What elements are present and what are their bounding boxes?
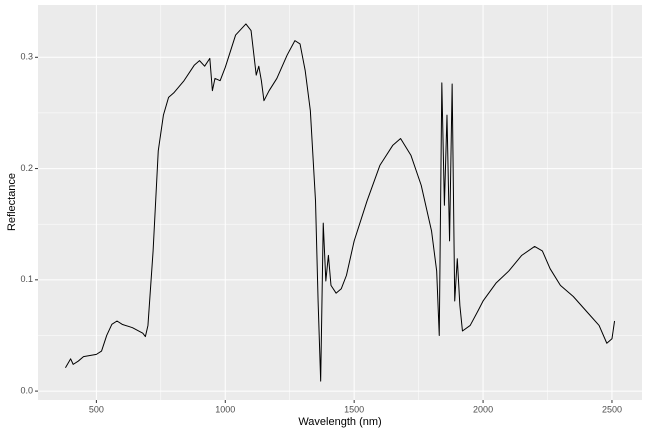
grid — [38, 5, 642, 400]
x-tick-label: 1500 — [344, 404, 364, 414]
x-tick-label: 500 — [89, 404, 104, 414]
x-tick-label: 2500 — [602, 404, 622, 414]
line — [65, 23, 616, 382]
y-axis-title: Reflectance — [6, 173, 18, 231]
marks — [65, 23, 616, 382]
x-axis-title: Wavelength (nm) — [298, 416, 381, 428]
y-tick-label: 0.1 — [20, 274, 33, 284]
panel — [38, 5, 642, 400]
y-tick-label: 0.3 — [20, 52, 33, 62]
x-tick-label: 1000 — [215, 404, 235, 414]
y-tick-label: 0.0 — [20, 385, 33, 395]
y-tick-label: 0.2 — [20, 163, 33, 173]
x-tick-label: 2000 — [473, 404, 493, 414]
